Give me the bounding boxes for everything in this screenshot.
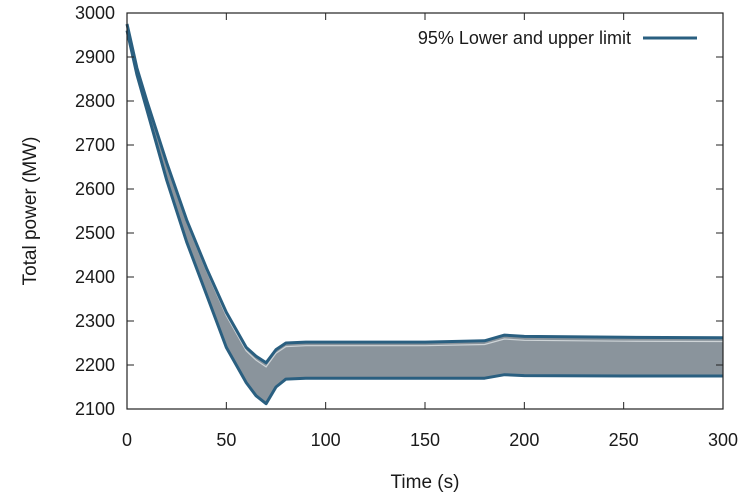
y-tick-label: 2100 bbox=[75, 399, 115, 419]
x-tick-label: 50 bbox=[216, 430, 236, 450]
ticks-layer: 0 50 100 150 200 250 300 2100 2200 2300 2400 2500 26… bbox=[75, 3, 738, 450]
legend: 95% Lower and upper limit bbox=[418, 28, 697, 48]
y-tick-label: 2200 bbox=[75, 355, 115, 375]
x-tick-label: 250 bbox=[609, 430, 639, 450]
lines-layer bbox=[125, 23, 724, 406]
lower-limit-line bbox=[125, 30, 723, 406]
y-tick-label: 2500 bbox=[75, 223, 115, 243]
y-tick-label: 2400 bbox=[75, 267, 115, 287]
upper-limit-line bbox=[125, 23, 724, 365]
x-tick-label: 0 bbox=[122, 430, 132, 450]
x-tick-label: 150 bbox=[410, 430, 440, 450]
y-tick-label: 2300 bbox=[75, 311, 115, 331]
y-tick-label: 2800 bbox=[75, 91, 115, 111]
y-axis-title: Total power (MW) bbox=[20, 137, 41, 286]
y-tick-label: 2600 bbox=[75, 179, 115, 199]
y-tick-label: 2700 bbox=[75, 135, 115, 155]
y-tick-label: 2900 bbox=[75, 47, 115, 67]
legend-entry-label: 95% Lower and upper limit bbox=[418, 28, 631, 48]
x-axis-title: Time (s) bbox=[391, 472, 460, 493]
y-tick-label: 3000 bbox=[75, 3, 115, 23]
confidence-band bbox=[127, 24, 723, 404]
x-tick-label: 300 bbox=[708, 430, 738, 450]
x-tick-label: 200 bbox=[509, 430, 539, 450]
x-tick-label: 100 bbox=[311, 430, 341, 450]
